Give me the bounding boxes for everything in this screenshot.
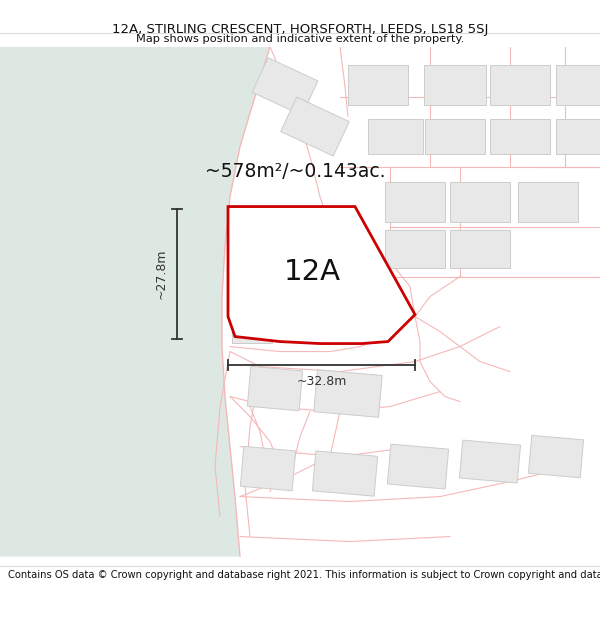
Polygon shape (241, 446, 296, 491)
Polygon shape (367, 119, 422, 154)
Polygon shape (252, 58, 318, 116)
Polygon shape (348, 64, 408, 104)
Polygon shape (385, 229, 445, 268)
Text: Contains OS data © Crown copyright and database right 2021. This information is : Contains OS data © Crown copyright and d… (8, 570, 600, 580)
Polygon shape (232, 311, 272, 342)
Polygon shape (424, 64, 486, 104)
Text: ~578m²/~0.143ac.: ~578m²/~0.143ac. (205, 162, 386, 181)
Polygon shape (265, 238, 335, 306)
Polygon shape (529, 436, 584, 478)
Polygon shape (228, 206, 415, 344)
Polygon shape (518, 181, 578, 221)
Polygon shape (460, 440, 521, 483)
Polygon shape (281, 97, 349, 156)
Polygon shape (490, 119, 550, 154)
Text: Map shows position and indicative extent of the property.: Map shows position and indicative extent… (136, 34, 464, 44)
Polygon shape (556, 64, 600, 104)
Text: 12A, STIRLING CRESCENT, HORSFORTH, LEEDS, LS18 5SJ: 12A, STIRLING CRESCENT, HORSFORTH, LEEDS… (112, 22, 488, 36)
Polygon shape (247, 366, 302, 411)
Polygon shape (0, 47, 270, 556)
Polygon shape (385, 181, 445, 221)
Text: ~32.8m: ~32.8m (296, 374, 347, 388)
Polygon shape (556, 119, 600, 154)
Text: ~27.8m: ~27.8m (155, 248, 168, 299)
Polygon shape (425, 119, 485, 154)
Polygon shape (313, 451, 377, 496)
Polygon shape (490, 64, 550, 104)
Polygon shape (450, 181, 510, 221)
Polygon shape (314, 370, 382, 418)
Polygon shape (388, 444, 449, 489)
Text: 12A: 12A (284, 258, 341, 286)
Polygon shape (450, 229, 510, 268)
